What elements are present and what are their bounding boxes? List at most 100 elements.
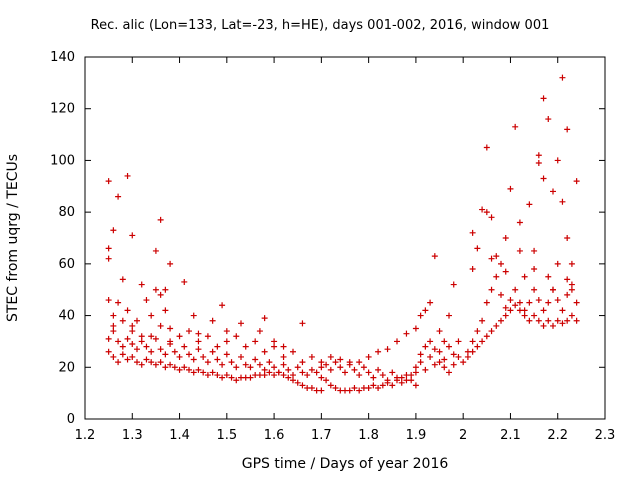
x-tick-label: 1.2 (75, 428, 96, 443)
data-point (450, 281, 457, 288)
data-point (436, 328, 443, 335)
data-point (214, 372, 221, 379)
data-point (351, 366, 358, 373)
data-point (129, 353, 136, 360)
data-point (115, 193, 122, 200)
data-point (502, 312, 509, 319)
data-point (507, 185, 514, 192)
data-point (110, 353, 117, 360)
y-tick-label: 40 (58, 309, 75, 324)
data-point (427, 338, 434, 345)
data-point (488, 214, 495, 221)
data-point (521, 307, 528, 314)
data-point (488, 255, 495, 262)
data-point (403, 377, 410, 384)
x-tick-label: 2 (459, 428, 467, 443)
data-point (535, 297, 542, 304)
data-point (545, 273, 552, 280)
data-point (148, 348, 155, 355)
data-point (332, 384, 339, 391)
data-point (171, 364, 178, 371)
data-point (474, 343, 481, 350)
data-point (105, 178, 112, 185)
x-tick-label: 1.5 (216, 428, 237, 443)
data-point (299, 320, 306, 327)
data-point (464, 353, 471, 360)
data-point (488, 286, 495, 293)
data-point (545, 299, 552, 306)
data-point (375, 348, 382, 355)
data-point (181, 343, 188, 350)
data-point (318, 359, 325, 366)
data-point (573, 299, 580, 306)
data-point (535, 317, 542, 324)
data-point (143, 297, 150, 304)
data-point (223, 372, 230, 379)
data-point (540, 95, 547, 102)
y-tick-label: 120 (50, 102, 75, 117)
data-point (417, 359, 424, 366)
data-point (450, 361, 457, 368)
x-tick-label: 2.2 (547, 428, 568, 443)
data-point (115, 299, 122, 306)
data-point (186, 351, 192, 358)
data-point (167, 260, 174, 267)
data-point (308, 384, 315, 391)
data-point (124, 307, 131, 314)
data-point (564, 291, 571, 298)
data-point (157, 346, 164, 353)
data-point (441, 364, 448, 371)
data-point (516, 219, 523, 226)
data-point (318, 364, 325, 371)
data-point (479, 338, 486, 345)
x-axis-label: GPS time / Days of year 2016 (241, 456, 449, 472)
data-point (398, 379, 405, 386)
data-point (294, 379, 301, 386)
data-point (181, 364, 188, 371)
y-tick-label: 20 (58, 360, 75, 375)
data-point (238, 353, 244, 360)
data-point (412, 325, 419, 332)
data-point (266, 369, 273, 376)
data-point (375, 384, 382, 391)
data-point (190, 312, 197, 319)
data-point (129, 328, 136, 335)
x-tick-label: 1.3 (122, 428, 143, 443)
data-point (280, 372, 287, 379)
data-point (105, 348, 112, 355)
data-point (195, 366, 202, 373)
data-point (162, 364, 169, 371)
data-point (427, 299, 434, 306)
data-point (412, 364, 419, 371)
data-point (337, 364, 344, 371)
data-point (148, 312, 155, 319)
data-point (214, 356, 221, 363)
data-point (280, 353, 287, 360)
data-point (559, 307, 566, 314)
data-point (223, 338, 230, 345)
data-points (105, 74, 580, 394)
data-point (422, 366, 429, 373)
data-point (195, 338, 202, 345)
data-point (531, 312, 538, 319)
data-point (110, 328, 117, 335)
data-point (148, 333, 155, 340)
data-point (498, 291, 504, 298)
data-point (119, 343, 126, 350)
data-point (568, 260, 575, 267)
y-tick-label: 140 (50, 50, 75, 65)
data-point (370, 382, 377, 389)
y-tick-label: 0 (67, 412, 75, 427)
data-point (138, 281, 145, 288)
data-point (138, 338, 145, 345)
data-point (568, 281, 575, 288)
x-tick-label: 2.1 (500, 428, 521, 443)
data-point (375, 366, 382, 373)
data-point (441, 338, 448, 345)
data-point (138, 361, 145, 368)
data-point (152, 335, 159, 342)
data-point (119, 276, 126, 283)
data-point (157, 359, 164, 366)
data-point (573, 317, 580, 324)
data-point (143, 343, 150, 350)
